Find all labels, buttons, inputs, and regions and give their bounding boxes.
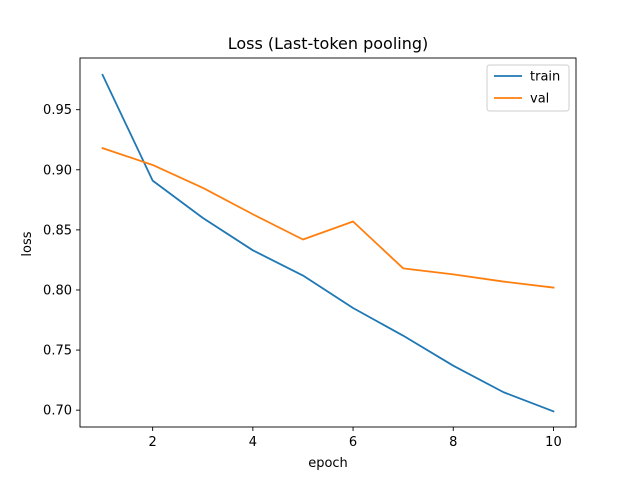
- y-tick-label: 0.75: [43, 344, 72, 359]
- y-tick-label: 0.95: [43, 103, 72, 118]
- y-tick-label: 0.70: [43, 404, 72, 419]
- legend: train val: [486, 64, 570, 112]
- y-axis-title: loss: [20, 231, 35, 256]
- y-tick-label: 0.90: [43, 163, 72, 178]
- legend-label-train: train: [530, 70, 560, 85]
- y-tick-label: 0.80: [43, 283, 72, 298]
- plot-area: [79, 57, 577, 428]
- series-line-train: [101, 73, 555, 413]
- x-tick-label: 10: [545, 435, 562, 450]
- y-tick-label: 0.85: [43, 223, 72, 238]
- legend-label-val: val: [530, 92, 549, 107]
- x-axis: 2 4 6 8 10: [149, 427, 562, 450]
- x-tick-label: 8: [449, 435, 457, 450]
- y-axis: 0.70 0.75 0.80 0.85 0.90 0.95: [43, 103, 80, 419]
- x-axis-title: epoch: [308, 456, 348, 471]
- x-tick-label: 6: [349, 435, 357, 450]
- chart-title: Loss (Last-token pooling): [228, 34, 429, 53]
- x-tick-label: 4: [249, 435, 257, 450]
- x-tick-label: 2: [149, 435, 157, 450]
- plot-frame: [79, 57, 577, 428]
- series-line-val: [101, 147, 555, 289]
